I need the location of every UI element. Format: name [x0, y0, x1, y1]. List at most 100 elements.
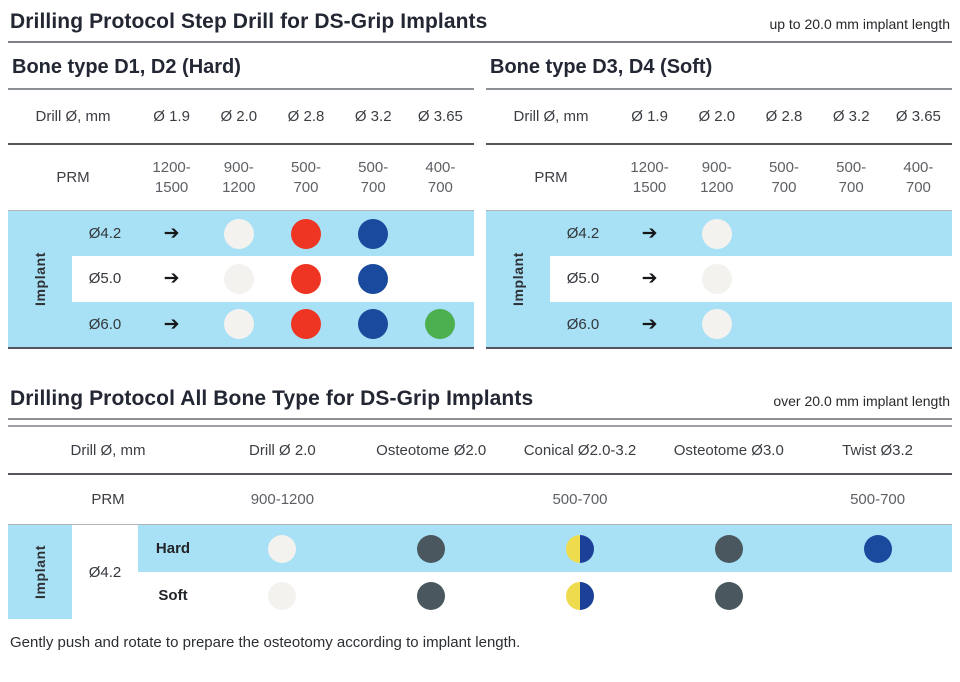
hard-bone-body: Implant Ø4.2 ➔ Ø5.0 ➔ — [8, 211, 474, 349]
drill-step-dot — [425, 309, 456, 340]
all-bone-body: Implant Ø4.2 Hard Soft — [8, 525, 952, 619]
implant-length-note: up to 20.0 mm implant length — [769, 16, 950, 32]
implant-size-label: Ø4.2 — [566, 225, 600, 243]
all-bone-rows: Hard Soft — [138, 525, 952, 619]
drill-diameter-label: Drill Ø, mm — [35, 108, 111, 125]
all-bone-header-row: Drill Ø, mm Drill Ø 2.0 Osteotome Ø2.0 C… — [8, 427, 952, 475]
drill-step-dot — [714, 581, 743, 610]
implant-size-label: Ø4.2 — [88, 225, 122, 243]
column-header: Ø 1.9 — [631, 108, 668, 125]
arrow-icon: ➔ — [163, 223, 180, 245]
all-bone-header: Drilling Protocol All Bone Type for DS-G… — [8, 387, 952, 411]
drill-step-dot — [863, 534, 892, 563]
header-divider — [8, 41, 952, 43]
drill-step-dot — [223, 218, 254, 249]
drill-step-dot — [268, 534, 297, 563]
drill-step-dot — [701, 263, 732, 294]
hard-bone-prm-row: PRM 1200- 1500 900- 1200 500- 700 500- 700 4… — [8, 145, 474, 211]
column-header: Osteotome Ø2.0 — [376, 441, 487, 459]
bone-hardness-label: Hard — [155, 540, 191, 557]
column-header: Ø 2.8 — [765, 108, 803, 125]
arrow-icon: ➔ — [641, 268, 658, 290]
prm-label: PRM — [534, 168, 568, 186]
prm-value: 400- 700 — [425, 159, 456, 196]
prm-label: PRM — [91, 491, 125, 508]
soft-bone-table: Bone type D3, D4 (Soft) Drill Ø, mm Ø 1.… — [486, 43, 952, 349]
hard-bone-rows: Ø4.2 ➔ Ø5.0 ➔ — [72, 211, 474, 347]
table-row: Soft — [138, 572, 952, 619]
section-divider — [8, 425, 952, 427]
column-header: Twist Ø3.2 — [842, 441, 914, 459]
implant-size-label: Ø6.0 — [566, 315, 600, 333]
drill-step-dot — [701, 218, 732, 249]
prm-value: 400- 700 — [903, 159, 934, 196]
soft-bone-rows: Ø4.2 ➔ Ø5.0 ➔ — [550, 211, 952, 347]
all-bone-title: Drilling Protocol All Bone Type for DS-G… — [10, 387, 534, 410]
implant-size-label: Ø5.0 — [88, 270, 122, 288]
footnote: Gently push and rotate to prepare the os… — [10, 634, 521, 651]
prm-value: 1200- 1500 — [630, 159, 669, 196]
hard-bone-header-row: Drill Ø, mm Ø 1.9 Ø 2.0 Ø 2.8 Ø 3.2 Ø 3.… — [8, 90, 474, 145]
soft-bone-prm-row: PRM 1200- 1500 900- 1200 500- 700 500- 700 4… — [486, 145, 952, 211]
implant-axis-label: Implant — [32, 545, 48, 599]
drill-step-dot — [358, 263, 389, 294]
implant-size-label: Ø5.0 — [566, 270, 600, 288]
section-divider — [8, 418, 952, 420]
table-row: Ø6.0 ➔ — [550, 301, 952, 347]
drill-step-dot — [714, 534, 743, 563]
table-row: Ø6.0 ➔ — [72, 301, 474, 347]
table-row: Ø4.2 ➔ — [550, 211, 952, 257]
arrow-icon: ➔ — [641, 223, 658, 245]
column-header: Ø 2.0 — [698, 108, 736, 125]
prm-value: 500-700 — [768, 159, 799, 196]
implant-axis-label-box: Implant — [486, 211, 550, 347]
drill-step-dot — [223, 263, 254, 294]
column-header: Ø 3.65 — [417, 108, 463, 125]
drill-step-dot — [358, 218, 389, 249]
prm-value: 500-700 — [850, 491, 906, 508]
arrow-icon: ➔ — [163, 313, 180, 335]
drill-step-dot — [358, 309, 389, 340]
arrow-icon: ➔ — [641, 313, 658, 335]
soft-bone-subtitle: Bone type D3, D4 (Soft) — [486, 43, 952, 90]
column-header: Ø 2.8 — [287, 108, 325, 125]
drill-step-dot — [417, 534, 446, 563]
drill-step-dot — [268, 581, 297, 610]
table-row: Ø5.0 ➔ — [72, 256, 474, 302]
arrow-icon: ➔ — [163, 268, 180, 290]
prm-value: 500-700 — [552, 491, 608, 508]
implant-axis-label: Implant — [32, 252, 48, 306]
prm-label: PRM — [56, 168, 90, 186]
prm-value: 1200- 1500 — [152, 159, 191, 196]
drill-step-dot — [565, 534, 594, 563]
all-bone-length-note: over 20.0 mm implant length — [773, 393, 950, 409]
step-tables-row: Bone type D1, D2 (Hard) Drill Ø, mm Ø 1.… — [8, 43, 952, 349]
drill-step-dot — [290, 309, 321, 340]
drill-diameter-label: Drill Ø, mm — [513, 108, 589, 125]
prm-value: 900-1200 — [222, 159, 256, 196]
column-header: Osteotome Ø3.0 — [673, 441, 784, 459]
bone-hardness-label: Soft — [158, 587, 188, 604]
hard-bone-table: Bone type D1, D2 (Hard) Drill Ø, mm Ø 1.… — [8, 43, 474, 349]
prm-value: 900-1200 — [250, 491, 315, 508]
implant-axis-label-box: Implant — [8, 211, 72, 347]
drill-step-dot — [223, 309, 254, 340]
drill-step-dot — [701, 309, 732, 340]
implant-size-label: Ø6.0 — [88, 315, 122, 333]
prm-value: 500-700 — [358, 159, 389, 196]
soft-bone-header-row: Drill Ø, mm Ø 1.9 Ø 2.0 Ø 2.8 Ø 3.2 Ø 3.… — [486, 90, 952, 145]
column-header: Ø 3.2 — [832, 108, 870, 125]
hard-bone-subtitle: Bone type D1, D2 (Hard) — [8, 43, 474, 90]
table-row: Ø4.2 ➔ — [72, 211, 474, 257]
column-header: Conical Ø2.0-3.2 — [523, 441, 637, 459]
all-bone-prm-row: PRM 900-1200 500-700 500-700 — [8, 475, 952, 525]
prm-value: 900-1200 — [700, 159, 734, 196]
soft-bone-body: Implant Ø4.2 ➔ Ø5.0 ➔ — [486, 211, 952, 349]
column-header: Ø 3.2 — [354, 108, 392, 125]
drill-step-dot — [290, 263, 321, 294]
main-header: Drilling Protocol Step Drill for DS-Grip… — [8, 8, 952, 34]
prm-value: 500-700 — [290, 159, 321, 196]
implant-size-label: Ø4.2 — [72, 525, 138, 619]
implant-axis-label: Implant — [510, 252, 526, 306]
